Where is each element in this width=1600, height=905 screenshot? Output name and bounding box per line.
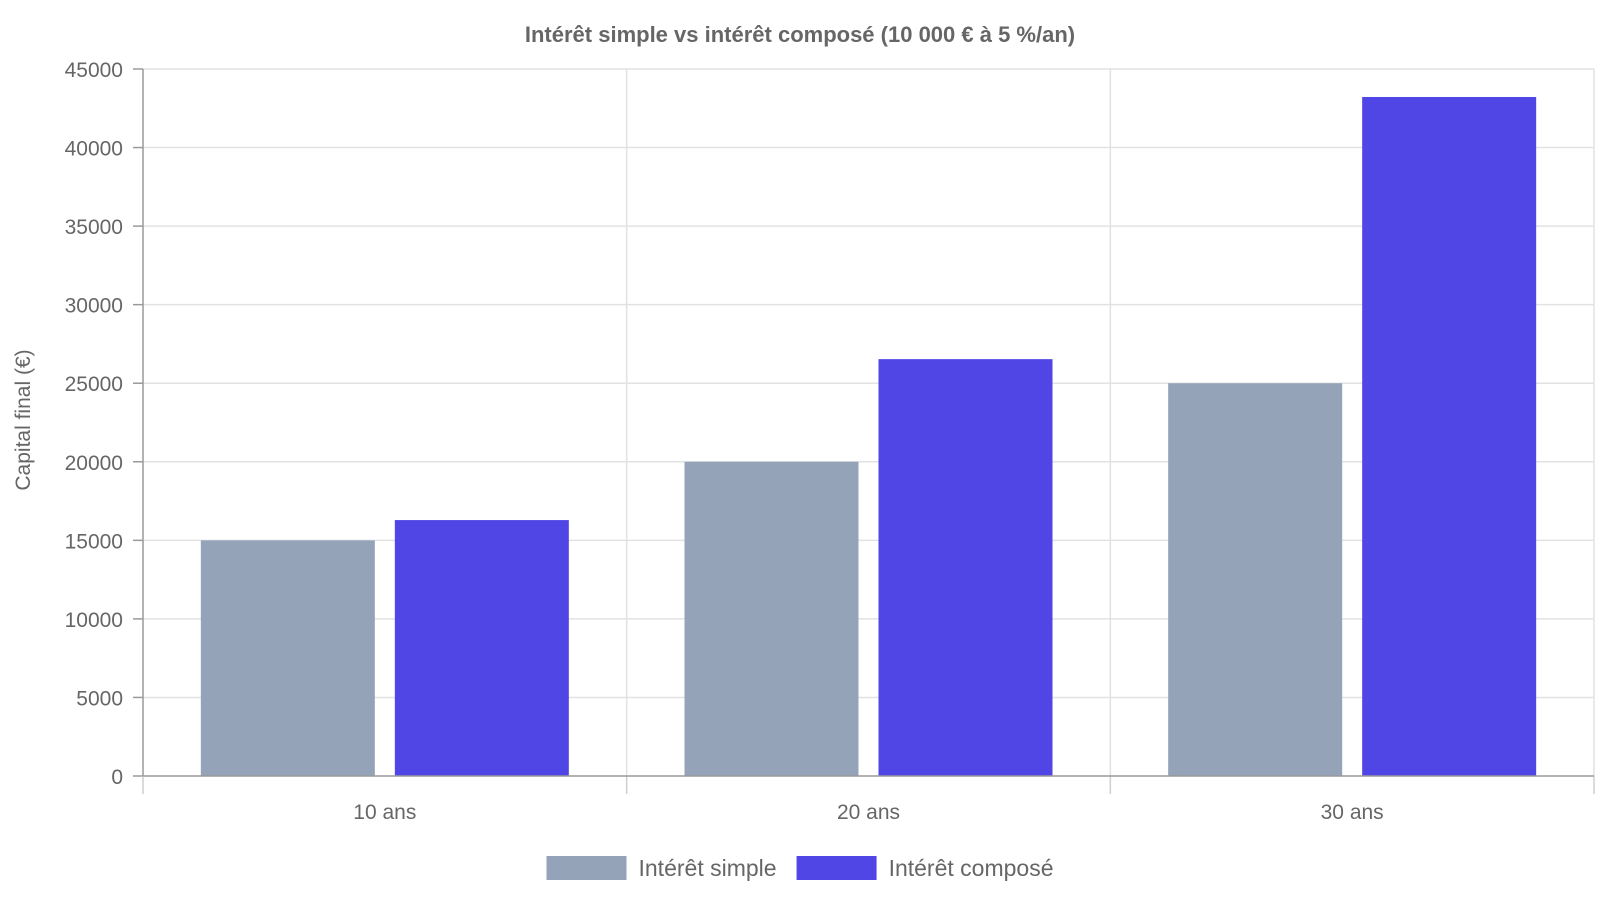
axes: [133, 68, 1595, 794]
bars: [200, 96, 1537, 776]
legend-swatch[interactable]: [796, 856, 877, 880]
y-tick-label: 15000: [65, 530, 123, 553]
legend: Intérêt simple Intérêt composé: [546, 855, 1054, 881]
legend-label: Intérêt simple: [639, 855, 777, 881]
y-tick-label: 25000: [65, 373, 123, 396]
y-tick-label: 40000: [65, 138, 123, 161]
tick-labels: 0 5000 10000 15000 20000 25000 30000 35000 40000…: [65, 59, 1384, 824]
grid: [143, 68, 1595, 776]
y-tick-label: 10000: [65, 609, 123, 632]
bar-compose-1[interactable]: [394, 520, 569, 776]
y-tick-label: 0: [111, 766, 123, 789]
bar-simple-1[interactable]: [200, 540, 375, 776]
y-tick-label: 35000: [65, 216, 123, 239]
x-tick-label: 20 ans: [837, 801, 900, 824]
bar-simple-2[interactable]: [684, 461, 859, 776]
y-tick-label: 45000: [65, 59, 123, 82]
y-tick-label: 30000: [65, 295, 123, 318]
bar-compose-2[interactable]: [878, 359, 1053, 776]
x-tick-label: 30 ans: [1321, 801, 1384, 824]
legend-swatch[interactable]: [546, 856, 627, 880]
chart-title: Intérêt simple vs intérêt composé (10 00…: [525, 22, 1075, 47]
x-tick-label: 10 ans: [353, 801, 416, 824]
bar-compose-3[interactable]: [1362, 96, 1537, 776]
bar-simple-3[interactable]: [1168, 383, 1343, 776]
legend-label: Intérêt composé: [889, 855, 1054, 881]
y-tick-label: 5000: [76, 687, 123, 710]
y-tick-label: 20000: [65, 452, 123, 475]
y-axis-title: Capital final (€): [12, 349, 35, 490]
